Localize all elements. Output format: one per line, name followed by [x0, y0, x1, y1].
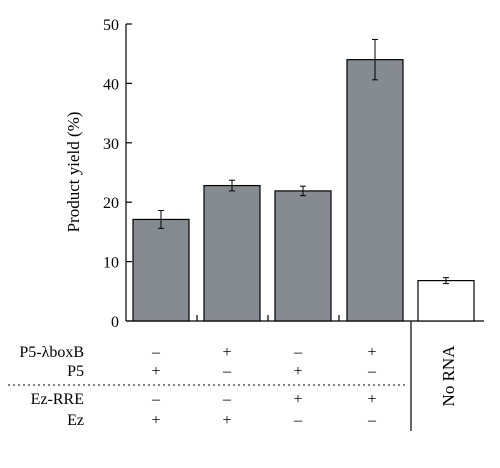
no-rna-label: No RNA	[439, 345, 458, 407]
condition-label: P5-λboxB	[19, 344, 84, 361]
condition-value: +	[151, 363, 160, 380]
condition-label: P5	[67, 363, 84, 380]
condition-value: –	[222, 391, 232, 408]
bar	[132, 218, 190, 322]
y-tick-label: 40	[103, 76, 119, 93]
bar	[274, 190, 332, 322]
y-tick-label: 50	[103, 17, 119, 34]
condition-value: +	[293, 363, 302, 380]
condition-value: +	[293, 391, 302, 408]
y-ticks: 0 10 20 30 40 50	[103, 17, 132, 331]
y-tick-label: 10	[103, 255, 119, 272]
condition-value: +	[367, 391, 376, 408]
condition-value: –	[367, 412, 377, 429]
condition-value: –	[293, 344, 303, 361]
condition-value: +	[222, 344, 231, 361]
condition-value: –	[367, 363, 377, 380]
condition-value: –	[222, 363, 232, 380]
condition-value: –	[151, 344, 161, 361]
y-tick-label: 20	[103, 195, 119, 212]
bar	[346, 59, 404, 322]
bars	[132, 38, 475, 322]
y-tick-label: 30	[103, 136, 119, 153]
y-axis-title: Product yield (%)	[64, 112, 83, 233]
condition-label: Ez	[67, 412, 84, 429]
bar	[203, 184, 261, 322]
condition-value: –	[151, 391, 161, 408]
bar	[417, 280, 475, 322]
condition-value: +	[151, 412, 160, 429]
condition-label: Ez-RRE	[31, 391, 84, 408]
condition-value: +	[367, 344, 376, 361]
condition-table: P5-λboxB – + – + P5 + – + – Ez-RRE – – + + Ez + + – –	[19, 344, 377, 429]
y-tick-label: 0	[111, 314, 119, 331]
condition-value: –	[293, 412, 303, 429]
condition-value: +	[222, 412, 231, 429]
